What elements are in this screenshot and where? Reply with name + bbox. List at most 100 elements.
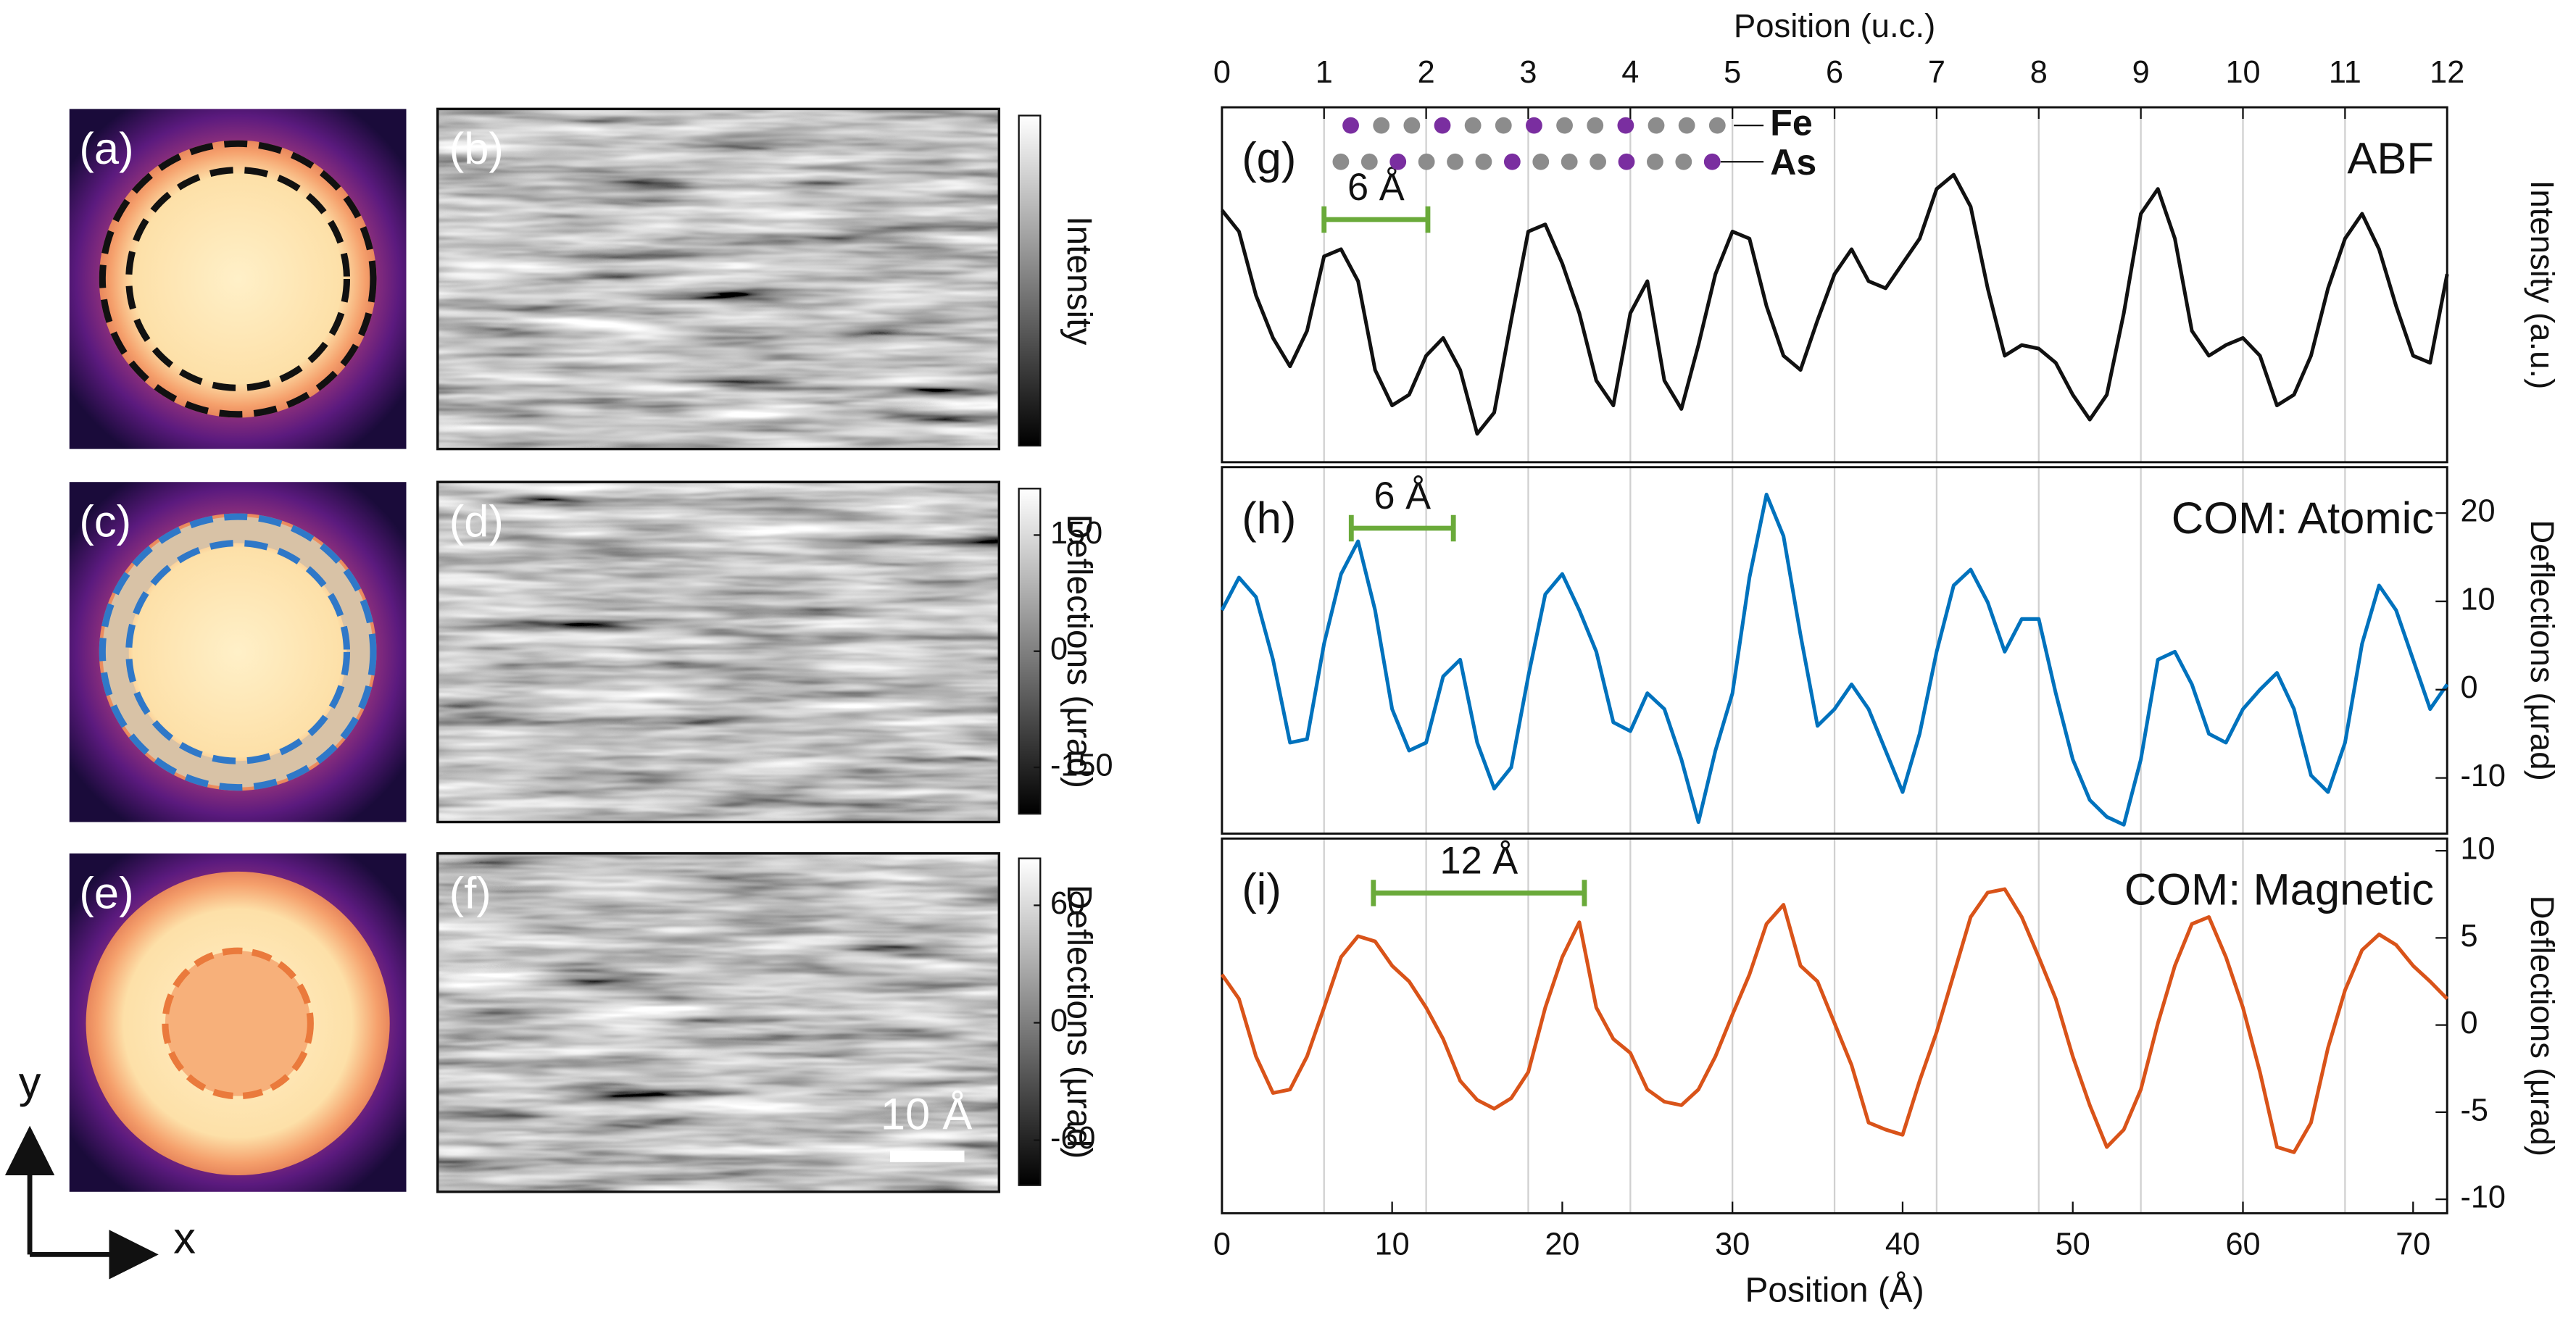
y-tick-label: -10: [2460, 759, 2506, 793]
x2-tick-label: 9: [2132, 55, 2150, 90]
atom-label: As: [1770, 142, 1816, 183]
plot-frame: [1221, 466, 2448, 835]
atom: [1556, 117, 1573, 134]
x-axis-letter: x: [173, 1213, 196, 1263]
x-tick-label: 50: [2056, 1227, 2090, 1262]
atom: [1342, 117, 1359, 134]
atom: [1464, 117, 1482, 134]
atom: [1495, 117, 1512, 134]
x2-tick-label: 10: [2225, 55, 2260, 90]
atom: [1475, 153, 1492, 170]
panel-label: (a): [79, 124, 133, 174]
x-tick-label: 0: [1213, 1227, 1231, 1262]
series-label: COM: Magnetic: [2124, 865, 2434, 915]
annotation-label: 6 Å: [1374, 475, 1431, 517]
scale-bar: [889, 1150, 965, 1162]
atom: [1447, 153, 1463, 170]
y-tick-label: -10: [2460, 1180, 2506, 1215]
x-tick-label: 60: [2225, 1227, 2260, 1262]
atom: [1532, 153, 1550, 170]
data-line: [1220, 492, 2449, 827]
atom: [1360, 153, 1378, 170]
colorbar-title: Deflections (µrad): [1060, 885, 1098, 1159]
x-tick-label: 10: [1375, 1227, 1410, 1262]
panel-label: (g): [1242, 134, 1296, 184]
y-axis-title: Intensity (a.u.): [2524, 180, 2561, 390]
y-axis-title: Deflections (µrad): [2524, 520, 2561, 780]
image-b: (b): [436, 107, 1001, 451]
panel-label: (d): [449, 497, 504, 547]
annotation-label: 12 Å: [1440, 840, 1518, 882]
y-tick-label: 0: [2460, 1006, 2477, 1041]
x2-tick-label: 1: [1316, 55, 1333, 90]
atom-label: Fe: [1770, 102, 1812, 143]
x-tick-label: 20: [1545, 1227, 1579, 1262]
y-tick-label: -5: [2460, 1093, 2488, 1127]
x-tick-label: 70: [2396, 1227, 2430, 1262]
x2-tick-label: 2: [1418, 55, 1435, 90]
x2-tick-label: 4: [1621, 55, 1639, 90]
x2-tick-label: 7: [1928, 55, 1945, 90]
atom: [1590, 153, 1606, 170]
atom: [1675, 153, 1692, 170]
atom: [1389, 153, 1407, 170]
atom: [1332, 153, 1350, 170]
atom: [1434, 117, 1451, 134]
panel-label: (e): [79, 868, 133, 918]
atom: [1526, 117, 1542, 134]
x2-tick-label: 11: [2329, 55, 2361, 90]
x2-tick-label: 12: [2430, 55, 2464, 90]
atom: [1617, 117, 1634, 134]
x-tick-label: 30: [1715, 1227, 1750, 1262]
colorbar: [1018, 488, 1042, 815]
colorbar: [1018, 857, 1042, 1186]
series-label: COM: Atomic: [2172, 493, 2434, 543]
scale-bar-label: 10 Å: [881, 1090, 973, 1140]
y-tick-label: 5: [2460, 919, 2477, 954]
image-f: (f) 10 Å: [436, 852, 1001, 1193]
atom: [1587, 117, 1604, 134]
colorbar-tick-label: 150: [1050, 516, 1102, 551]
data-line: [1220, 172, 2449, 436]
panel-label: (b): [449, 124, 504, 174]
x2-tick-label: 8: [2030, 55, 2048, 90]
data-line: [1220, 887, 2449, 1154]
diffraction-a: (a): [69, 109, 407, 449]
atom: [1503, 153, 1521, 170]
atom: [1647, 153, 1663, 170]
atom: [1703, 153, 1721, 170]
x2-tick-label: 0: [1213, 55, 1231, 90]
annotation-label: 6 Å: [1347, 167, 1405, 209]
diffraction-c: (c): [69, 482, 407, 822]
y-axis-letter: y: [19, 1058, 41, 1108]
panel-label: (f): [449, 868, 491, 918]
atom: [1708, 117, 1726, 134]
atom: [1403, 117, 1421, 134]
y-axis-title: Deflections (µrad): [2524, 896, 2561, 1156]
y-tick-label: 10: [2460, 832, 2495, 867]
x2-tick-label: 6: [1826, 55, 1843, 90]
atom: [1373, 117, 1390, 134]
colorbar-tick-label: -60: [1050, 1121, 1096, 1156]
y-tick-label: 20: [2460, 494, 2495, 529]
x2-tick-label: 5: [1724, 55, 1741, 90]
x-tick-label: 40: [1885, 1227, 1920, 1262]
diffraction-e: (e): [69, 853, 407, 1192]
colorbar-title: Intensity: [1060, 216, 1098, 345]
panel-label: (h): [1242, 493, 1296, 543]
atom: [1418, 153, 1435, 170]
image-d: (d): [436, 480, 1001, 824]
colorbar-tick-label: 0: [1050, 1004, 1068, 1038]
y-tick-label: 10: [2460, 582, 2495, 617]
y-tick-label: 0: [2460, 670, 2477, 705]
colorbar: [1018, 114, 1042, 447]
colorbar-tick-label: 60: [1050, 886, 1085, 921]
atom: [1648, 117, 1665, 134]
colorbar-tick-label: 0: [1050, 632, 1068, 667]
colorbar-title: Deflections (µrad): [1060, 514, 1098, 788]
x2-tick-label: 3: [1519, 55, 1537, 90]
plot-frame: [1221, 837, 2448, 1214]
colorbar-tick-label: -150: [1050, 748, 1113, 783]
x-axis-title: Position (Å): [1745, 1271, 1924, 1309]
